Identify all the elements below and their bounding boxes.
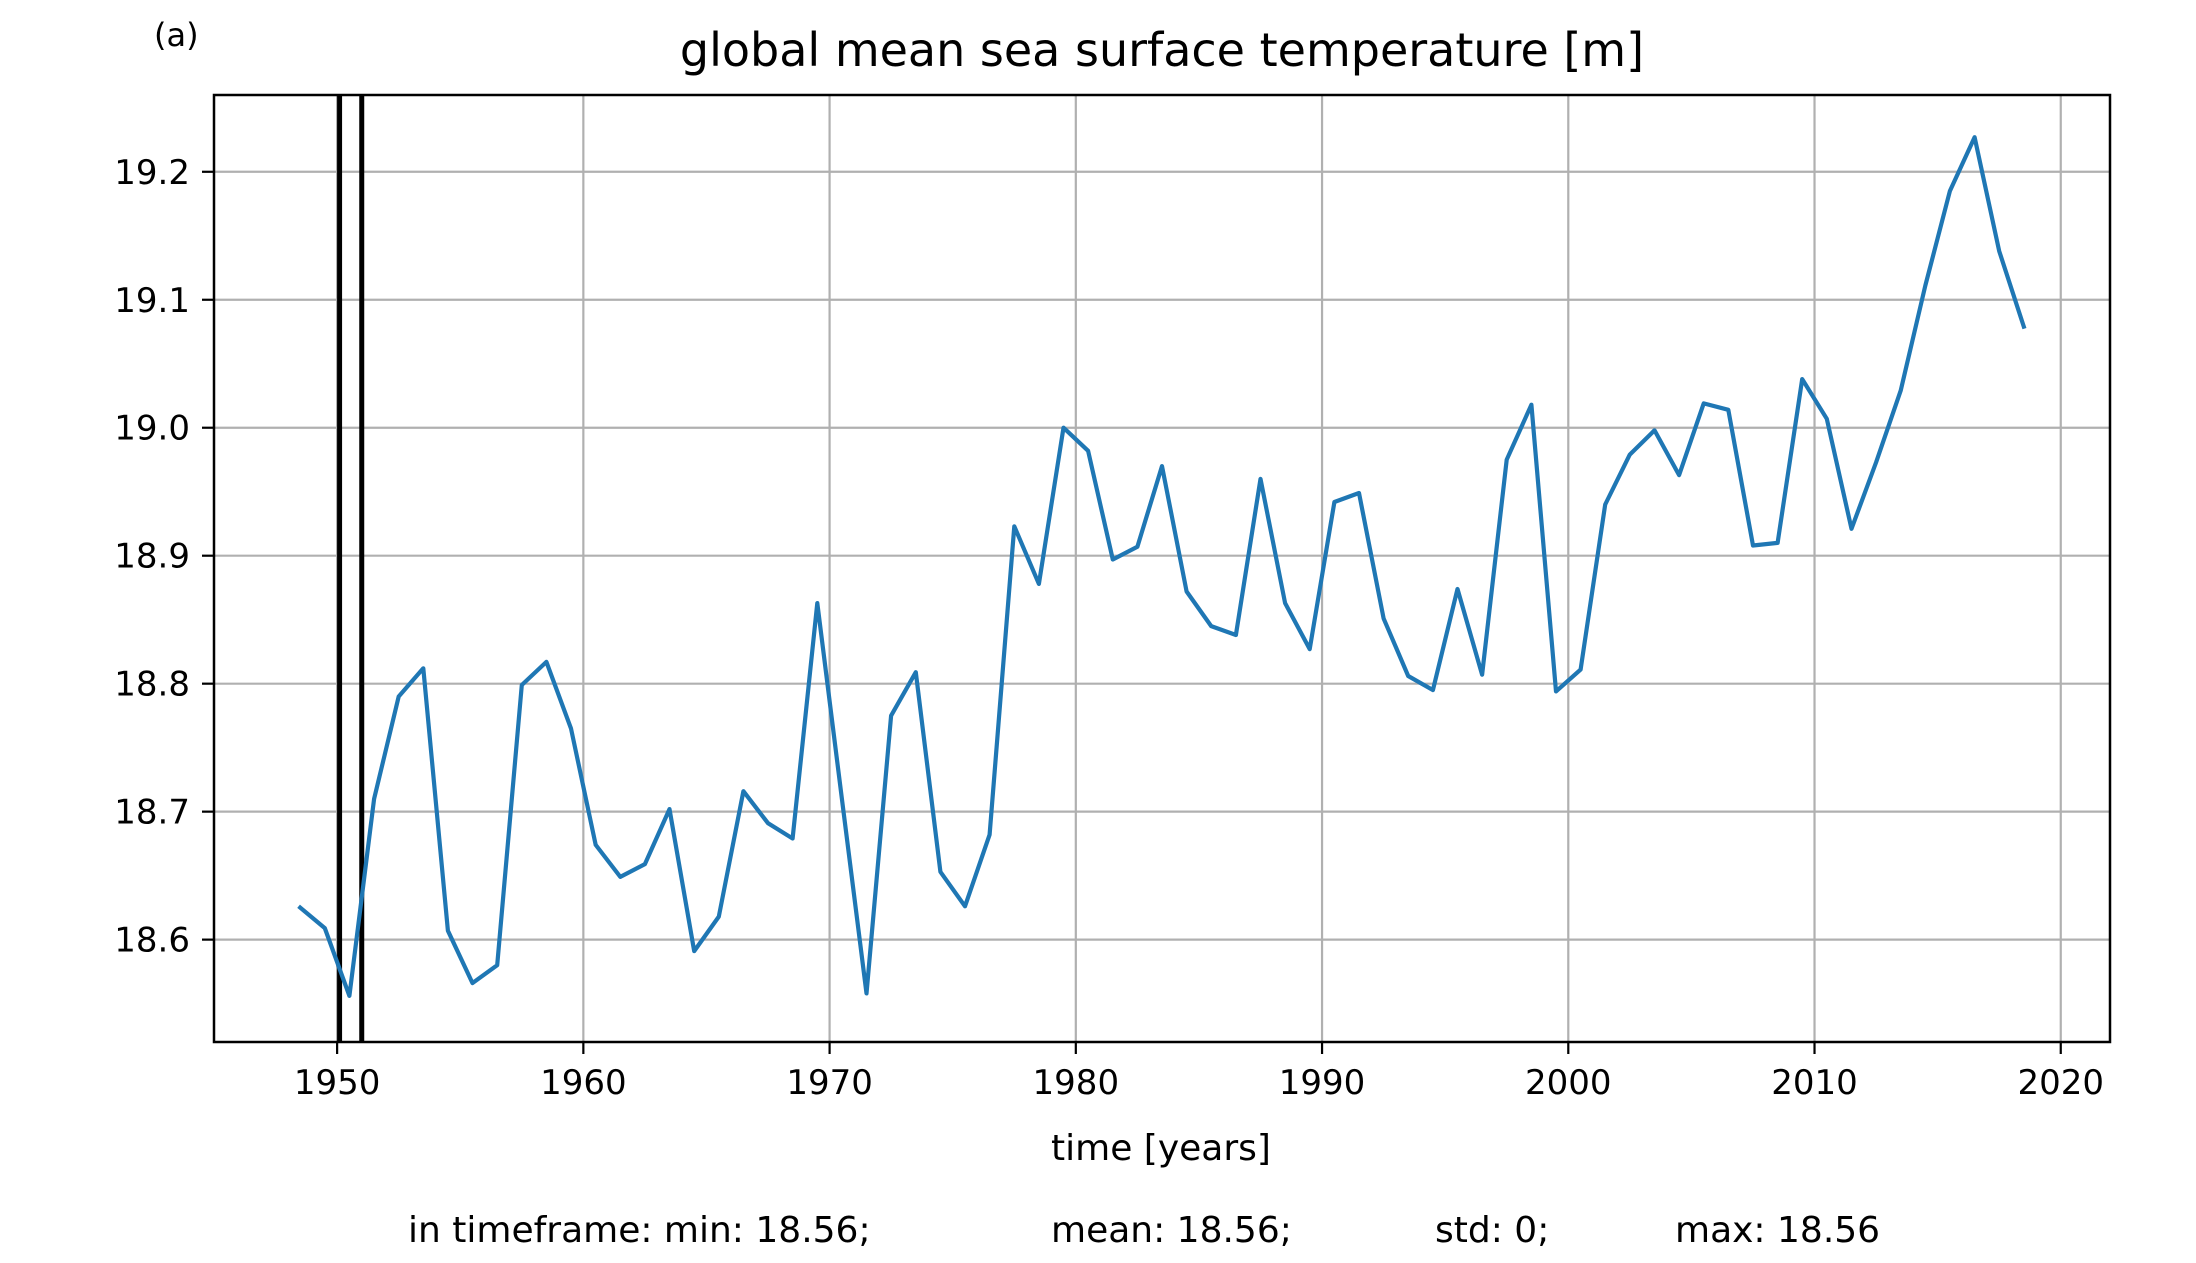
y-tick-label: 18.8 (114, 665, 190, 705)
series-group (297, 135, 2027, 999)
chart-title: global mean sea surface temperature [m] (680, 23, 1644, 77)
y-tick-label: 18.6 (114, 921, 190, 961)
x-tick-label: 1960 (540, 1063, 627, 1103)
x-tick-label: 1950 (294, 1063, 381, 1103)
y-tick-label: 19.1 (114, 281, 190, 321)
grid (214, 95, 2110, 1042)
y-tick-label: 18.9 (114, 537, 190, 577)
x-tick-label: 2000 (1525, 1063, 1612, 1103)
x-tick-label: 2010 (1771, 1063, 1858, 1103)
x-axis: 1950 1960 1970 1980 1990 2000 2010 2020 (294, 1042, 2104, 1103)
y-tick-label: 18.7 (114, 793, 190, 833)
x-tick-label: 1970 (786, 1063, 873, 1103)
x-tick-label: 2020 (2017, 1063, 2104, 1103)
series-line (297, 135, 2027, 999)
plot-frame (212, 93, 2112, 1044)
y-tick-label: 19.2 (114, 153, 190, 193)
panel-label: (a) (154, 16, 199, 54)
vertical-markers (337, 95, 365, 1042)
stats-max: max: 18.56 (1675, 1210, 1880, 1251)
stats-mean: mean: 18.56; (1051, 1210, 1292, 1251)
y-tick-label: 19.0 (114, 409, 190, 449)
y-axis: 18.6 18.7 18.8 18.9 19.0 19.1 19.2 (114, 153, 214, 961)
x-axis-label: time [years] (1051, 1128, 1271, 1169)
x-tick-label: 1990 (1279, 1063, 1366, 1103)
stats-min: in timeframe: min: 18.56; (408, 1210, 871, 1251)
x-tick-label: 1980 (1033, 1063, 1120, 1103)
stats-std: std: 0; (1435, 1210, 1549, 1251)
